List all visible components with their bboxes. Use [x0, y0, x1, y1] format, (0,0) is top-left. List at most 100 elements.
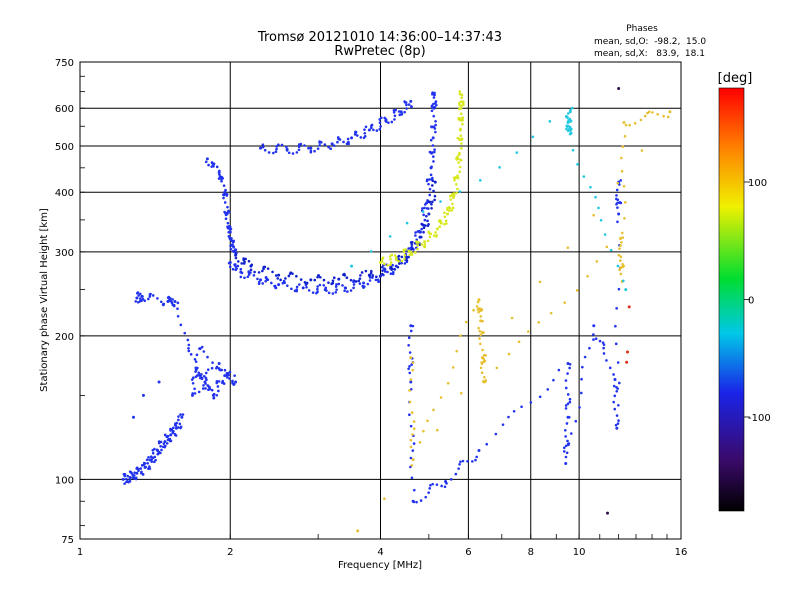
echo-point	[458, 165, 462, 169]
echo-point	[163, 440, 167, 444]
echo-point	[224, 192, 228, 196]
echo-point	[566, 402, 570, 406]
echo-point	[176, 307, 179, 310]
echo-point	[229, 247, 233, 251]
echo-point	[616, 264, 620, 268]
echo-point	[159, 300, 163, 304]
echo-point	[410, 253, 414, 256]
echo-point	[569, 108, 572, 112]
echo-point	[295, 274, 298, 278]
echo-point	[512, 410, 516, 413]
echo-point	[280, 143, 284, 147]
echo-point	[148, 465, 151, 468]
echo-point	[204, 160, 208, 164]
echo-point	[229, 227, 232, 231]
echo-point	[394, 108, 398, 112]
echo-point	[568, 400, 572, 404]
echo-point	[448, 194, 452, 198]
echo-point	[204, 387, 207, 390]
y-axis-ticks: 75 100 200 300 400 500 600 750	[55, 58, 85, 546]
echo-point	[576, 163, 579, 166]
echo-point	[479, 333, 483, 337]
echo-point	[455, 183, 458, 186]
echo-point	[423, 203, 427, 206]
echo-point	[354, 131, 357, 135]
echo-point	[501, 423, 505, 426]
echo-point	[283, 281, 286, 284]
echo-point	[307, 146, 310, 150]
echo-point	[121, 477, 125, 481]
echo-point	[176, 314, 180, 318]
echo-point	[157, 440, 161, 443]
echo-point	[428, 193, 432, 197]
echo-point	[564, 435, 567, 438]
echo-point	[428, 178, 431, 181]
echo-point	[387, 121, 390, 124]
echo-point	[566, 372, 569, 375]
echo-point	[270, 281, 273, 285]
echo-point	[498, 166, 501, 169]
echo-point	[408, 351, 412, 354]
echo-point	[461, 122, 464, 126]
colorbar-label: [deg]	[718, 71, 753, 86]
echo-point	[430, 202, 433, 206]
echo-point	[285, 145, 288, 149]
echo-point	[433, 148, 436, 151]
echo-point	[451, 366, 455, 369]
echo-point	[450, 208, 454, 212]
echo-point	[411, 458, 415, 462]
echo-point	[215, 165, 219, 169]
echo-point	[392, 111, 396, 114]
y-tick-label-750: 750	[55, 58, 74, 69]
echo-point	[239, 275, 243, 279]
echo-point	[455, 349, 459, 353]
echo-point	[228, 377, 231, 380]
echo-point	[430, 151, 434, 154]
echo-point	[538, 395, 542, 399]
echo-point	[484, 354, 487, 357]
echo-point	[153, 455, 157, 459]
echo-point	[316, 147, 320, 150]
echo-point	[426, 219, 429, 223]
echo-point	[428, 187, 432, 191]
echo-point	[371, 274, 375, 277]
echo-point	[147, 297, 150, 301]
echo-point	[206, 384, 209, 387]
echo-point	[410, 411, 414, 414]
echo-point	[439, 200, 442, 203]
echo-point	[480, 356, 484, 360]
echo-point	[170, 301, 174, 304]
echo-point	[291, 272, 294, 275]
echo-point	[160, 448, 163, 452]
echo-point	[191, 381, 195, 385]
echo-point	[215, 366, 218, 370]
echo-point	[592, 338, 595, 341]
echo-point	[233, 263, 237, 266]
echo-point	[427, 212, 431, 216]
echo-point	[395, 256, 398, 259]
echo-point	[231, 379, 234, 383]
echo-point	[202, 374, 206, 378]
echo-point	[408, 389, 411, 392]
echo-point	[342, 140, 345, 144]
echo-point	[426, 207, 430, 210]
echo-point	[452, 193, 456, 197]
echo-point	[620, 156, 623, 160]
echo-point	[189, 353, 193, 356]
echo-point	[617, 287, 621, 291]
echo-point	[510, 316, 514, 320]
echo-point	[136, 291, 140, 294]
echo-point	[138, 292, 142, 296]
echo-point	[435, 227, 439, 231]
echo-point	[295, 288, 299, 291]
echo-point	[599, 218, 603, 222]
echo-point	[454, 176, 457, 180]
echo-point	[453, 178, 456, 182]
echo-point	[517, 340, 521, 344]
echo-point	[187, 349, 191, 353]
colorbar	[718, 87, 745, 512]
echo-point	[239, 267, 243, 271]
echo-point	[461, 118, 464, 122]
y-tick-label-300: 300	[55, 248, 74, 259]
echo-point	[266, 267, 270, 270]
